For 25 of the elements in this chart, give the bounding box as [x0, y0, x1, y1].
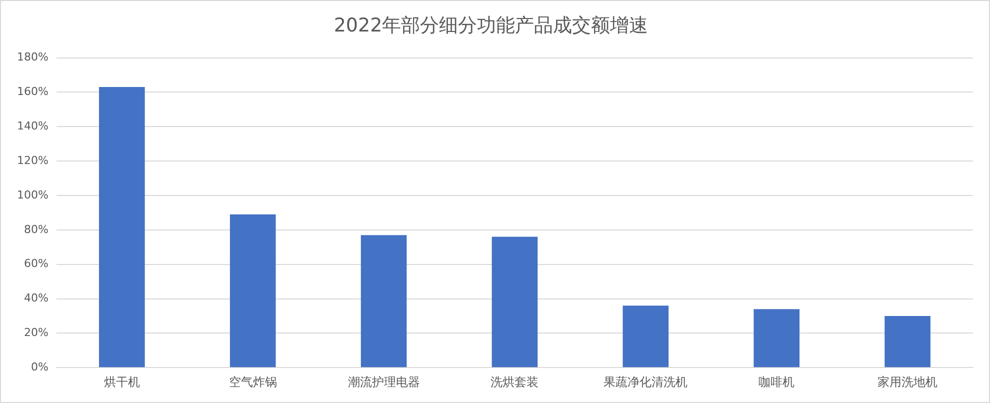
y-tick-label: 20%	[24, 326, 48, 340]
bar	[754, 309, 800, 368]
y-tick-label: 180%	[16, 50, 48, 64]
chart-title: 2022年部分细分功能产品成交额增速	[334, 14, 648, 36]
y-tick-label: 40%	[24, 292, 48, 305]
x-tick-label: 洗烘套装	[490, 374, 539, 389]
y-tick-label: 160%	[16, 85, 48, 98]
y-tick-label: 0%	[30, 360, 48, 374]
bar	[99, 87, 145, 368]
bar	[360, 235, 407, 368]
bar	[492, 236, 538, 368]
bar	[622, 306, 669, 368]
x-tick-label: 潮流护理电器	[348, 374, 420, 389]
y-tick-label: 80%	[24, 222, 48, 236]
x-tick-label: 家用洗地机	[878, 374, 938, 389]
y-tick-label: 60%	[24, 257, 48, 270]
y-tick-label: 100%	[16, 188, 48, 202]
x-tick-label: 烘干机	[104, 374, 140, 389]
x-tick-label: 果蔬净化清洗机	[604, 374, 688, 389]
y-tick-label: 120%	[16, 154, 48, 167]
x-tick-label: 咖啡机	[758, 374, 795, 389]
y-tick-label: 140%	[16, 120, 48, 133]
bar	[230, 214, 276, 368]
x-tick-label: 空气炸锅	[228, 374, 277, 389]
bar	[884, 316, 930, 368]
